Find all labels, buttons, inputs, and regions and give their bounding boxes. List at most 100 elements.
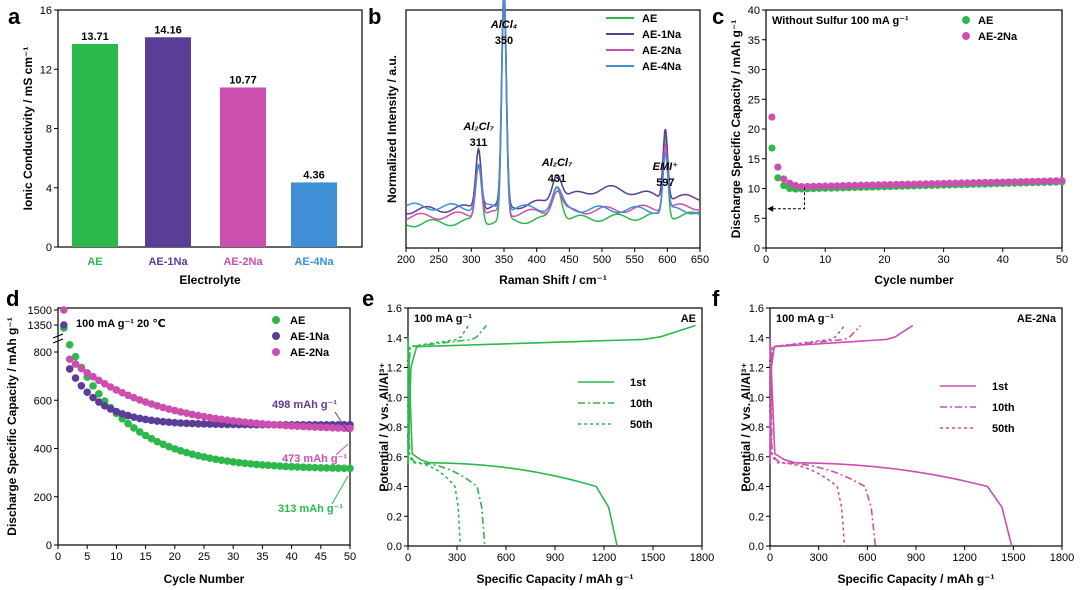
panel-e-x-tick-label: 900 — [546, 552, 564, 564]
panel-c-point-ae-2na — [886, 180, 894, 189]
panel-e-x-tick-label: 300 — [448, 552, 466, 564]
panel-d-point-ae-1na — [159, 417, 167, 426]
panel-f-x-tick-label: 1200 — [952, 552, 976, 564]
panel-d-x-tick-label: 0 — [55, 551, 61, 563]
panel-f-y-tick-label: 1.4 — [749, 333, 764, 345]
panel-c-point-ae-2na — [945, 179, 954, 187]
panel-a-category-label: AE-4Na — [294, 256, 334, 268]
panel-d-point-ae — [171, 445, 179, 453]
panel-d-point-ae-1na — [71, 374, 80, 382]
panel-d-point-ae — [264, 461, 273, 470]
panel-d-point-ae-2na — [153, 402, 162, 410]
panel-f-discharge-1st — [769, 337, 1013, 547]
panel-d-point-ae-2na — [241, 418, 249, 426]
panel-d-axis-break — [52, 333, 64, 339]
panel-c-point-ae-2na — [999, 178, 1007, 186]
panel-c-point-ae-2na — [969, 179, 977, 187]
panel-b-peak-species: AlCl₄ — [490, 19, 517, 31]
panel-d-point-ae-2na — [176, 408, 185, 416]
panel-d-point-ae-1na — [95, 398, 103, 406]
panel-f-x-tick-label: 1800 — [1050, 552, 1074, 564]
panel-c-point-ae-2na — [880, 181, 889, 189]
panel-d-point-ae — [89, 382, 97, 390]
panel-d-ybreak-tick-label: 1350 — [28, 320, 52, 332]
panel-d-point-ae-2na — [281, 421, 290, 430]
panel-d-point-ae-1na — [206, 420, 214, 428]
panel-d-point-ae — [258, 461, 267, 469]
panel-b-x-tick-label: 300 — [462, 254, 480, 266]
panel-d-value-arrow — [335, 443, 349, 456]
panel-b-xlabel: Raman Shift / cm⁻¹ — [499, 273, 607, 287]
panel-e-discharge-1st — [407, 337, 618, 547]
panel-d-point-ae — [276, 462, 284, 470]
panel-d-point-ae — [211, 455, 220, 464]
panel-d-point-ae-2na — [159, 403, 167, 412]
panel-b-x-tick-label: 650 — [691, 254, 709, 266]
panel-d-point-ae-1na — [130, 413, 138, 421]
panel-d-point-ae — [328, 464, 337, 472]
panel-b-series-ae-4na — [405, 0, 701, 215]
panel-c-point-ae-2na — [928, 180, 936, 188]
panel-c-point-ae-2na — [1016, 178, 1025, 186]
panel-d-annotation: 100 mA g⁻¹ 20 ℃ — [76, 318, 166, 330]
panel-d-point-ae-2na — [223, 416, 232, 424]
panel-b-series-ae-1na — [406, 0, 701, 215]
panel-d-point-ae — [229, 458, 237, 466]
panel-d-point-ae-1na — [100, 402, 109, 410]
panel-b-series-ae-2na — [405, 0, 701, 221]
panel-e-x-tick-label: 0 — [405, 552, 411, 564]
panel-d-point-ae — [165, 442, 173, 451]
panel-f-y-tick-label: 0.6 — [749, 452, 764, 464]
panel-d-x-tick-label: 25 — [198, 551, 210, 563]
panel-c-point-ae-2na — [1040, 177, 1048, 185]
panel-d-x-tick-label: 30 — [227, 551, 239, 563]
panel-c-y-tick-label: 20 — [748, 124, 760, 136]
panel-d-xlabel: Cycle Number — [164, 572, 245, 586]
panel-c-y-tick-label: 0 — [754, 243, 760, 255]
panel-a-y-tick-label: 0 — [46, 242, 52, 254]
panel-d-point-ae-2na — [83, 369, 91, 377]
panel-d-point-ae — [252, 460, 261, 469]
panel-d-point-ae-2na — [200, 412, 208, 421]
panel-e-discharge-50th — [407, 337, 462, 547]
panel-d-y-tick-label: 400 — [34, 444, 52, 456]
panel-d-point-ae — [241, 459, 249, 468]
panel-d-point-ae-1na — [141, 415, 150, 424]
panel-d-point-ae-2na — [65, 355, 74, 364]
panel-b-legend-label: AE-1Na — [642, 29, 682, 41]
panel-e-tag: AE — [681, 313, 696, 325]
panel-b-x-tick-label: 500 — [593, 254, 611, 266]
panel-c-point-ae-2na — [1028, 177, 1036, 186]
panel-d-point-ae-2na — [252, 419, 261, 428]
panel-f-y-tick-label: 0.0 — [749, 541, 764, 553]
panel-d-point-ae — [176, 447, 185, 455]
panel-e-legend-label: 1st — [630, 377, 646, 389]
panel-d-point-ae — [71, 352, 80, 361]
panel-d-x-tick-label: 50 — [344, 551, 356, 563]
panel-d-point-ae-2na — [276, 421, 284, 429]
panel-c-point-ae-2na — [940, 179, 948, 188]
panel-c-legend-label: AE — [978, 15, 993, 27]
panel-c-y-tick-label: 10 — [748, 184, 760, 196]
panel-f-y-tick-label: 0.2 — [749, 511, 764, 523]
panel-c-point-ae-2na — [963, 179, 971, 187]
panel-f-x-tick-label: 1500 — [1001, 552, 1025, 564]
panel-f-charge-10th — [769, 324, 862, 465]
panel-a-y-tick-label: 12 — [40, 64, 52, 76]
panel-d-point-ae — [124, 419, 132, 428]
panel-e-x-tick-label: 1800 — [690, 552, 714, 564]
panel-d-point-ae-2na — [246, 418, 255, 427]
panel-d-point-ae-1na — [182, 419, 191, 428]
panel-d-point-ae-2na — [235, 417, 243, 426]
panel-d-point-ae — [322, 464, 331, 472]
panel-f-charge-50th — [769, 324, 846, 465]
panel-c-point-ae-2na — [851, 181, 859, 189]
panel-b-peak-shift: 431 — [548, 173, 566, 185]
panel-b-peak-species: EMI⁺ — [653, 161, 679, 173]
panel-d-y-tick-label: 800 — [34, 347, 52, 359]
panel-a-letter: a — [8, 4, 21, 29]
panel-c-point-ae-2na — [898, 180, 906, 188]
panel-d-point-ae-2na — [77, 364, 86, 373]
panel-c-point-ae-2na — [1005, 178, 1013, 186]
